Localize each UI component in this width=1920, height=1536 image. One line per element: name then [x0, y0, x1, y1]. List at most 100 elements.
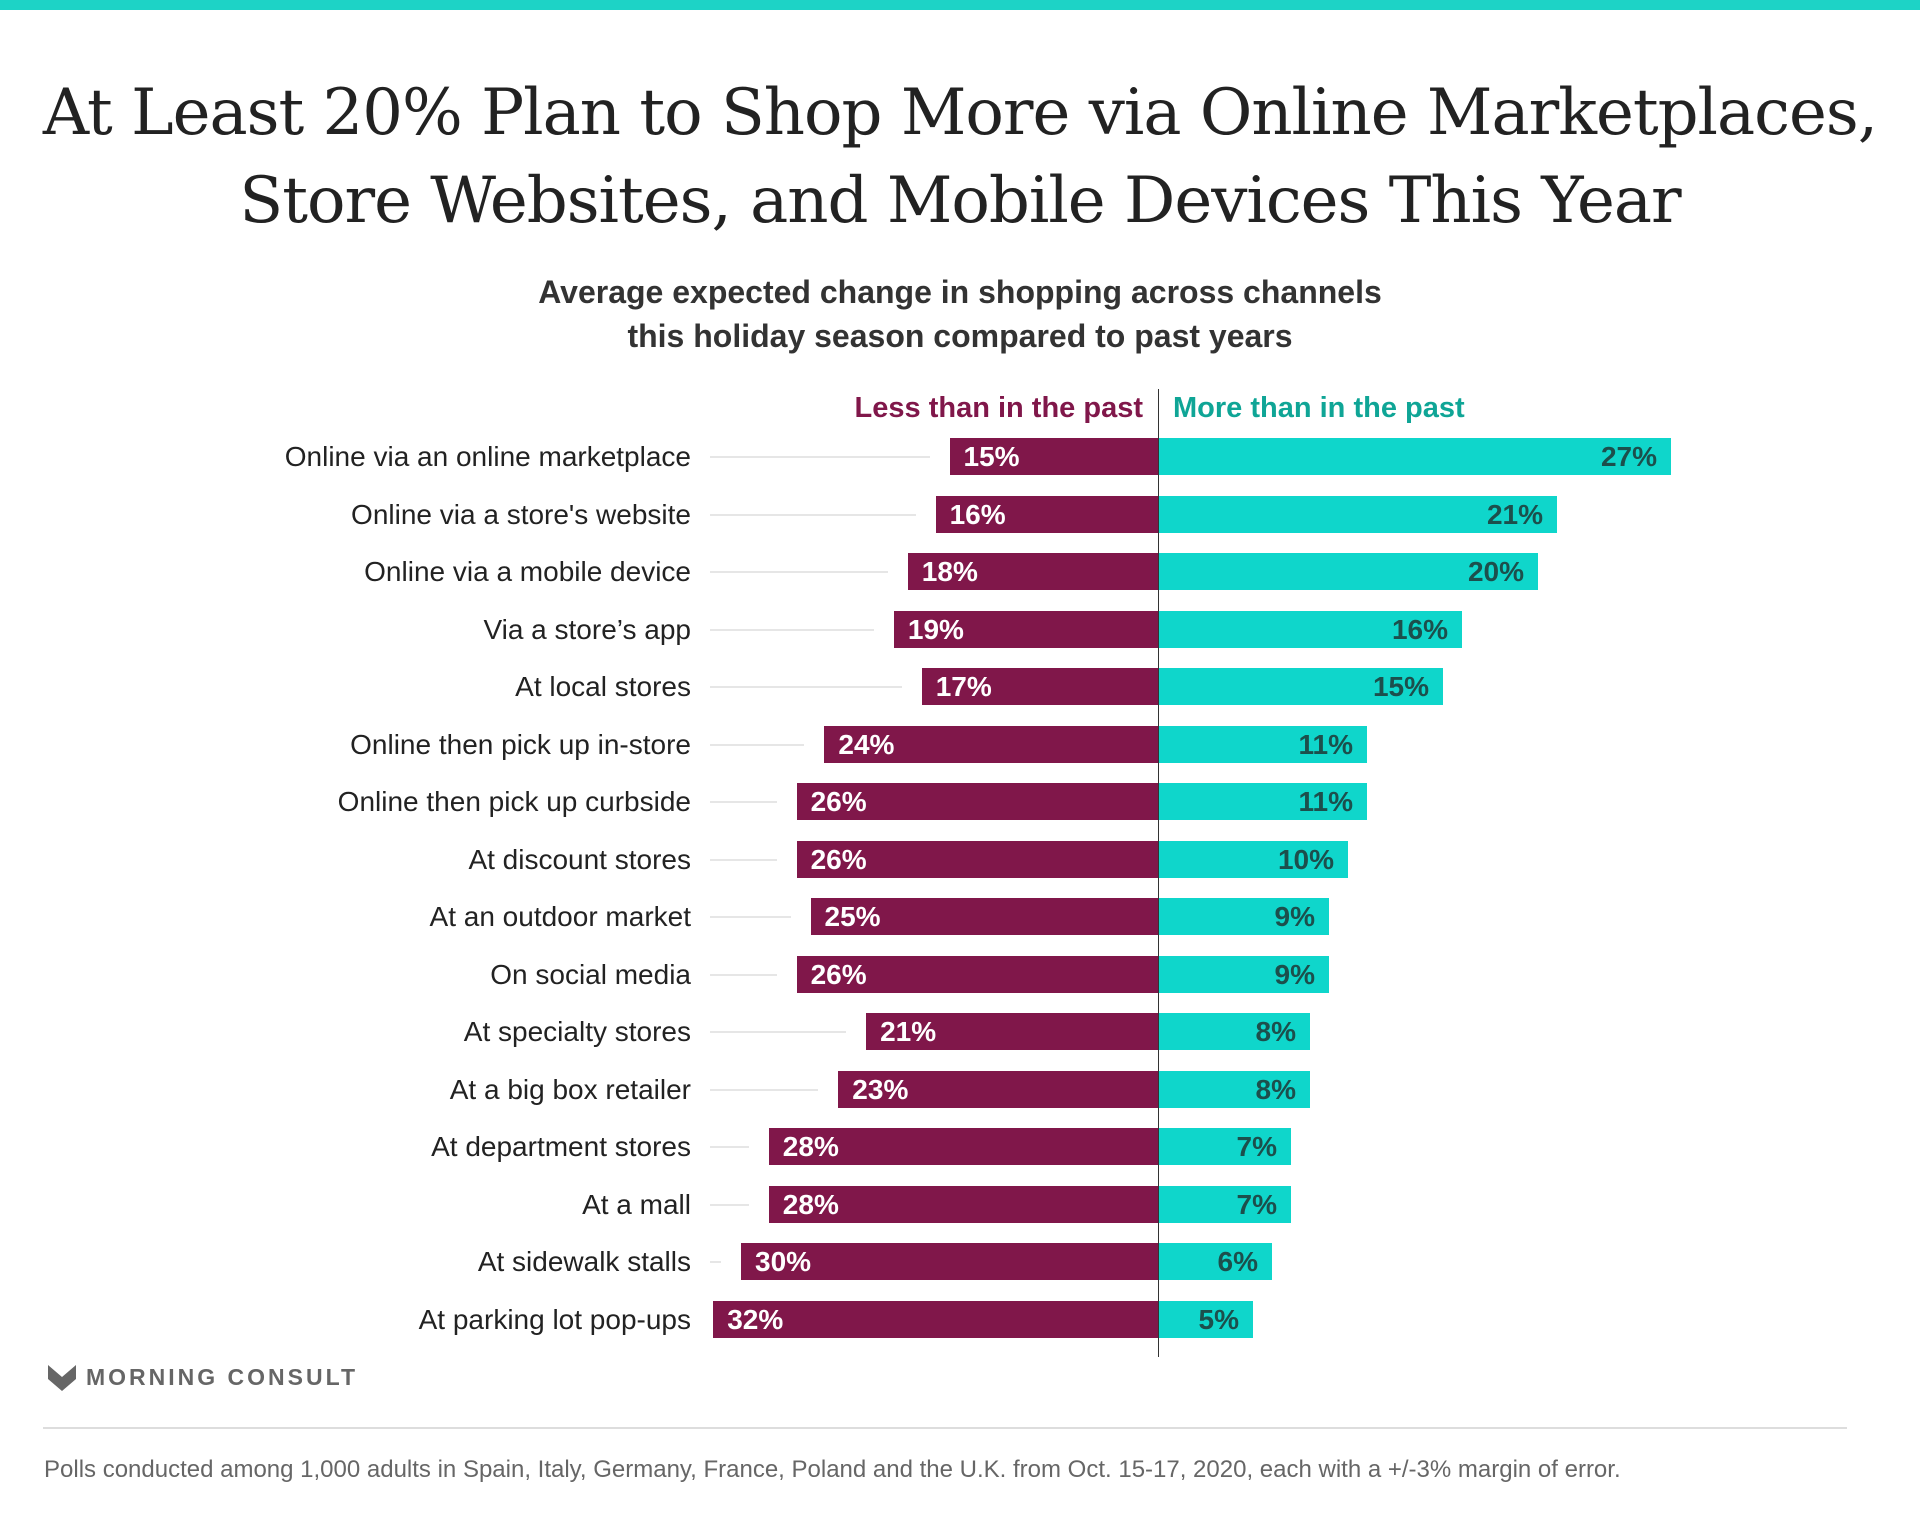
- value-label-more: 9%: [1274, 901, 1315, 932]
- leader-line: [710, 1146, 749, 1148]
- value-label-more: 6%: [1217, 1246, 1258, 1277]
- category-label: At specialty stores: [463, 1016, 691, 1047]
- footer-divider: [43, 1427, 1847, 1429]
- bar-less: [741, 1243, 1158, 1280]
- bar-more: [1158, 898, 1329, 935]
- bar-more: [1158, 1243, 1272, 1280]
- value-label-more: 9%: [1274, 958, 1315, 990]
- leader-line: [710, 801, 777, 803]
- leader-line: [710, 1203, 749, 1206]
- leader-line: [710, 858, 777, 861]
- value-label-more: 11%: [1298, 786, 1354, 817]
- leader-line: [710, 916, 791, 918]
- bar-less: [713, 1300, 1158, 1338]
- category-label: At local stores: [515, 671, 691, 702]
- bar-less: [866, 1013, 1158, 1050]
- morning-consult-logo-icon: [48, 1364, 76, 1391]
- value-label-less: 28%: [782, 1188, 839, 1220]
- category-label: Online then pick up curbside: [337, 786, 691, 817]
- category-label: At a big box retailer: [449, 1073, 691, 1105]
- value-label-more: 8%: [1255, 1016, 1296, 1047]
- bar-less: [935, 495, 1158, 533]
- value-label-more: 15%: [1372, 671, 1429, 702]
- value-label-less: 26%: [810, 786, 867, 817]
- value-label-more: 27%: [1600, 441, 1657, 472]
- value-label-more: 10%: [1277, 843, 1334, 875]
- leader-line: [710, 1031, 847, 1033]
- legend-more: More than in the past: [1173, 392, 1465, 424]
- bar-less: [796, 840, 1158, 878]
- value-label-less: 15%: [963, 441, 1020, 472]
- bar-more: [1158, 668, 1443, 705]
- value-label-less: 21%: [880, 1016, 937, 1047]
- bar-more: [1158, 783, 1367, 820]
- category-label: At parking lot pop-ups: [418, 1303, 691, 1335]
- bar-less: [907, 553, 1158, 590]
- bar-less: [838, 1070, 1158, 1108]
- value-label-less: 30%: [755, 1246, 812, 1277]
- value-label-less: 28%: [782, 1131, 839, 1162]
- leader-line: [710, 628, 874, 631]
- bar-more: [1158, 1128, 1291, 1165]
- bar-more: [1158, 840, 1348, 878]
- top-accent-bar: [0, 0, 1920, 10]
- bar-more: [1158, 610, 1462, 648]
- bar-more: [1158, 725, 1367, 763]
- chart-subtitle-line-2: this holiday season compared to past yea…: [627, 318, 1293, 354]
- bar-less: [768, 1185, 1158, 1223]
- value-label-less: 26%: [810, 843, 867, 875]
- logo-text: MORNING CONSULT: [86, 1364, 359, 1390]
- bar-more: [1158, 955, 1329, 993]
- value-label-less: 25%: [824, 901, 881, 932]
- bar-less: [893, 610, 1158, 648]
- chart-subtitle-line-1: Average expected change in shopping acro…: [538, 274, 1382, 310]
- value-label-more: 7%: [1236, 1131, 1277, 1162]
- leader-line: [710, 1088, 819, 1091]
- center-axis: [1158, 389, 1159, 1357]
- value-label-more: 7%: [1236, 1188, 1277, 1220]
- leader-line: [710, 686, 902, 688]
- bar-less: [796, 783, 1158, 820]
- morning-consult-logo: MORNING CONSULT: [48, 1364, 358, 1391]
- legend-less: Less than in the past: [854, 392, 1143, 424]
- value-label-less: 32%: [727, 1303, 784, 1335]
- value-label-less: 16%: [949, 498, 1006, 530]
- footnote: Polls conducted among 1,000 adults in Sp…: [44, 1456, 1621, 1483]
- bar-less: [768, 1128, 1158, 1165]
- value-label-less: 24%: [838, 728, 895, 760]
- category-label: Online via an online marketplace: [284, 441, 691, 472]
- bar-more: [1158, 1300, 1253, 1338]
- bar-more: [1158, 553, 1538, 590]
- leader-line: [710, 513, 916, 516]
- bar-less: [949, 438, 1158, 475]
- category-label: At department stores: [431, 1131, 691, 1162]
- category-label: Online then pick up in-store: [350, 728, 691, 760]
- leader-line: [710, 571, 888, 573]
- leader-line: [710, 1261, 721, 1263]
- value-label-more: 11%: [1298, 728, 1354, 760]
- value-label-less: 26%: [810, 958, 867, 990]
- category-label: Online via a mobile device: [364, 556, 691, 587]
- category-label: At a mall: [582, 1188, 691, 1220]
- value-label-more: 21%: [1486, 498, 1543, 530]
- value-label-less: 19%: [907, 613, 964, 645]
- leader-line: [710, 456, 930, 458]
- leader-line: [710, 973, 777, 976]
- value-label-less: 23%: [852, 1073, 909, 1105]
- bar-more: [1158, 1013, 1310, 1050]
- category-label: On social media: [490, 958, 691, 990]
- bar-more: [1158, 1185, 1291, 1223]
- category-label: At an outdoor market: [429, 901, 691, 932]
- bar-less: [921, 668, 1158, 705]
- chart-title-line-1: At Least 20% Plan to Shop More via Onlin…: [42, 76, 1878, 150]
- leader-line: [710, 743, 805, 746]
- bar-more: [1158, 1070, 1310, 1108]
- value-label-more: 5%: [1198, 1303, 1239, 1335]
- value-label-more: 16%: [1391, 613, 1448, 645]
- category-label: At sidewalk stalls: [477, 1246, 691, 1277]
- value-label-less: 17%: [935, 671, 992, 702]
- category-label: Online via a store's website: [351, 498, 691, 530]
- bar-less: [796, 955, 1158, 993]
- value-label-more: 8%: [1255, 1073, 1296, 1105]
- bar-less: [824, 725, 1158, 763]
